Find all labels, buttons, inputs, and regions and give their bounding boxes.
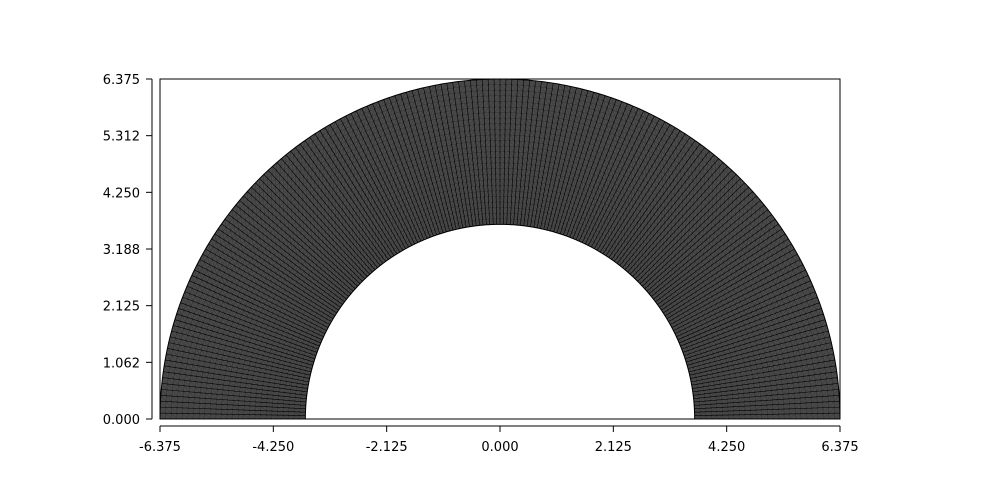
x-tick-label: -4.250 [252,440,294,455]
y-tick-label: 0.000 [103,413,140,428]
x-tick-label: 0.000 [481,440,518,455]
y-tick-label: 6.375 [103,73,140,88]
x-tick-label: -2.125 [366,440,408,455]
y-tick-label: 1.062 [103,356,140,371]
x-tick-label: 2.125 [595,440,632,455]
y-tick-label: 4.250 [103,186,140,201]
mesh-diagonal-lines [159,78,841,420]
x-axis-ticks: -6.375 -4.250 -2.125 0.000 2.125 4.250 6.375 [139,426,859,455]
y-tick-label: 2.125 [103,300,140,315]
x-tick-label: -6.375 [139,440,181,455]
axes: -6.375 -4.250 -2.125 0.000 2.125 4.250 6.375 0… [103,73,859,455]
y-tick-label: 3.188 [103,243,140,258]
y-axis-ticks: 0.000 1.062 2.125 3.188 4.250 5.312 6.375 [103,73,152,428]
x-tick-label: 6.375 [821,440,858,455]
plot-frame [159,78,841,420]
y-tick-label: 5.312 [103,130,140,145]
x-tick-label: 4.250 [708,440,745,455]
